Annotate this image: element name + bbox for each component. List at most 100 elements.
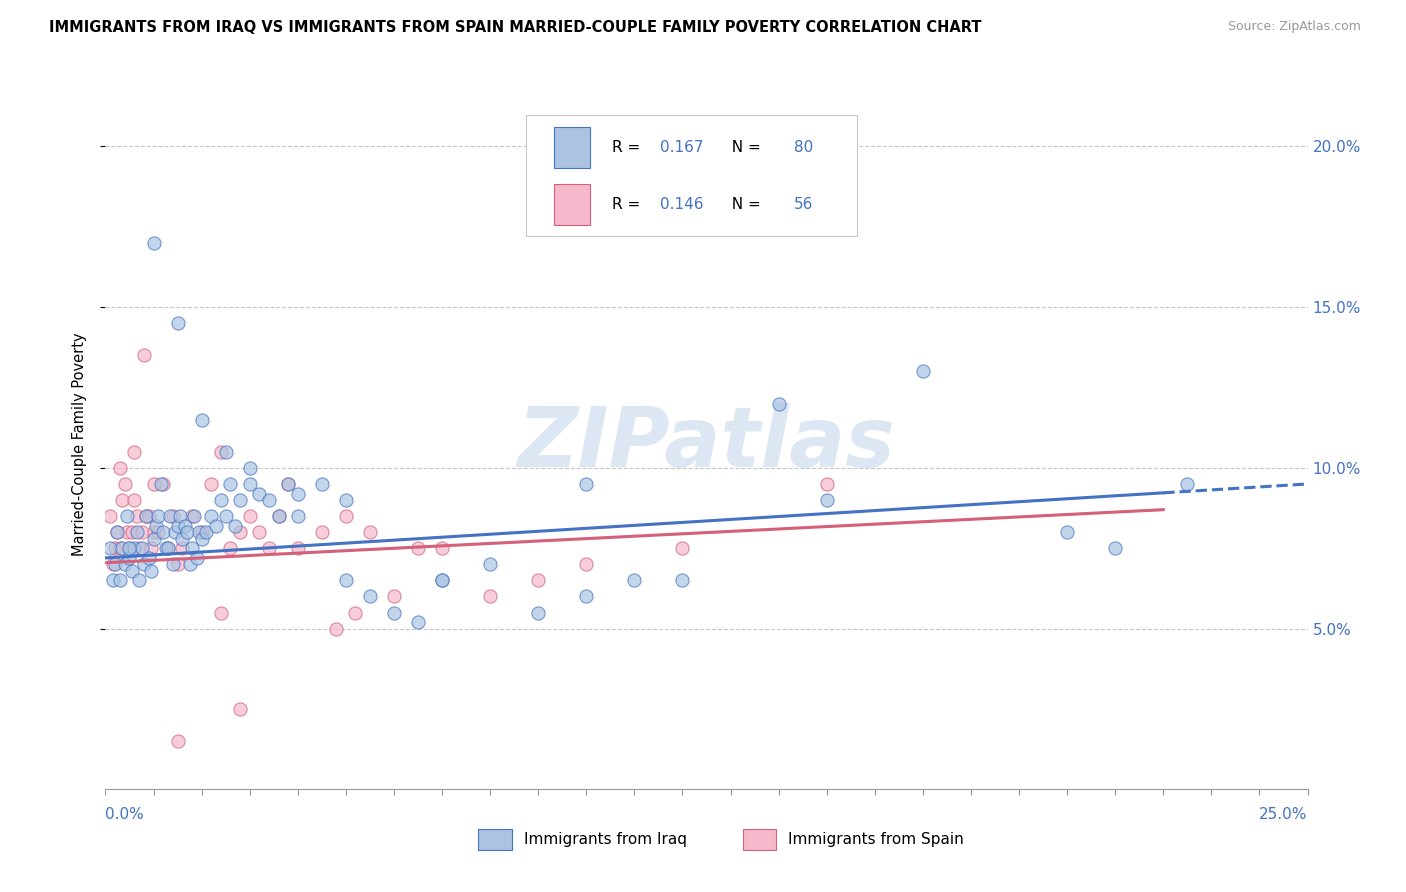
Point — [344, 606, 367, 620]
Point — [190, 532, 212, 546]
Point — [1104, 541, 1126, 556]
Point — [148, 525, 170, 540]
Text: 25.0%: 25.0% — [1260, 807, 1308, 822]
Point — [195, 525, 218, 540]
Point — [239, 461, 262, 475]
Point — [209, 606, 232, 620]
Point — [430, 574, 453, 588]
Point — [430, 541, 453, 556]
Point — [911, 364, 934, 378]
Point — [181, 541, 204, 556]
Point — [107, 525, 129, 540]
Point — [108, 541, 131, 556]
Point — [111, 541, 134, 556]
Point — [311, 525, 333, 540]
Point — [166, 734, 188, 748]
Point — [156, 541, 179, 556]
Point — [406, 541, 429, 556]
Point — [277, 477, 299, 491]
Point — [139, 564, 162, 578]
Point — [325, 622, 347, 636]
Point — [115, 525, 138, 540]
Point — [311, 477, 333, 491]
Text: IMMIGRANTS FROM IRAQ VS IMMIGRANTS FROM SPAIN MARRIED-COUPLE FAMILY POVERTY CORR: IMMIGRANTS FROM IRAQ VS IMMIGRANTS FROM … — [49, 20, 981, 35]
Point — [111, 493, 134, 508]
Point — [124, 541, 146, 556]
Point — [186, 550, 208, 565]
Point — [98, 541, 121, 556]
Point — [239, 509, 262, 524]
Point — [229, 525, 252, 540]
Point — [179, 558, 201, 572]
Point — [575, 590, 598, 604]
Point — [176, 525, 198, 540]
Point — [131, 541, 153, 556]
Point — [209, 445, 232, 459]
Point — [142, 532, 165, 546]
Point — [359, 590, 381, 604]
Point — [229, 702, 252, 716]
Point — [1056, 525, 1078, 540]
Text: Immigrants from Spain: Immigrants from Spain — [789, 831, 965, 847]
Point — [190, 412, 212, 426]
Point — [768, 396, 790, 410]
Point — [166, 316, 188, 330]
Point — [169, 509, 191, 524]
Point — [183, 509, 205, 524]
Point — [1175, 477, 1198, 491]
Y-axis label: Married-Couple Family Poverty: Married-Couple Family Poverty — [72, 332, 87, 556]
Point — [219, 541, 242, 556]
Point — [229, 493, 252, 508]
Point — [172, 532, 194, 546]
Point — [166, 558, 188, 572]
Point — [181, 509, 204, 524]
Point — [152, 525, 174, 540]
Point — [159, 509, 181, 524]
Point — [152, 477, 174, 491]
Point — [335, 493, 357, 508]
Point — [104, 558, 127, 572]
Point — [115, 509, 138, 524]
FancyBboxPatch shape — [478, 829, 512, 849]
Point — [188, 525, 211, 540]
Text: R =: R = — [612, 197, 645, 212]
Text: Immigrants from Iraq: Immigrants from Iraq — [524, 831, 686, 847]
Point — [138, 550, 160, 565]
Point — [200, 509, 222, 524]
Point — [205, 518, 228, 533]
Point — [125, 525, 148, 540]
FancyBboxPatch shape — [742, 829, 776, 849]
Point — [121, 525, 143, 540]
Text: ZIPatlas: ZIPatlas — [517, 403, 896, 484]
Point — [138, 509, 160, 524]
Point — [224, 518, 246, 533]
Point — [382, 606, 405, 620]
Point — [527, 606, 550, 620]
Point — [257, 541, 280, 556]
Point — [267, 509, 290, 524]
Point — [149, 477, 172, 491]
Point — [247, 525, 270, 540]
Point — [815, 493, 838, 508]
Point — [247, 486, 270, 500]
Point — [114, 477, 136, 491]
Point — [173, 518, 195, 533]
Point — [200, 477, 222, 491]
Point — [219, 477, 242, 491]
Point — [287, 509, 309, 524]
Point — [128, 541, 150, 556]
Point — [124, 493, 146, 508]
Point — [118, 550, 141, 565]
Point — [815, 477, 838, 491]
Text: 80: 80 — [794, 140, 814, 155]
Point — [479, 590, 502, 604]
Point — [359, 525, 381, 540]
Point — [101, 574, 124, 588]
Point — [214, 509, 236, 524]
Text: N =: N = — [723, 140, 766, 155]
Point — [335, 509, 357, 524]
Point — [267, 509, 290, 524]
Point — [128, 574, 150, 588]
Point — [118, 541, 141, 556]
Point — [108, 461, 131, 475]
